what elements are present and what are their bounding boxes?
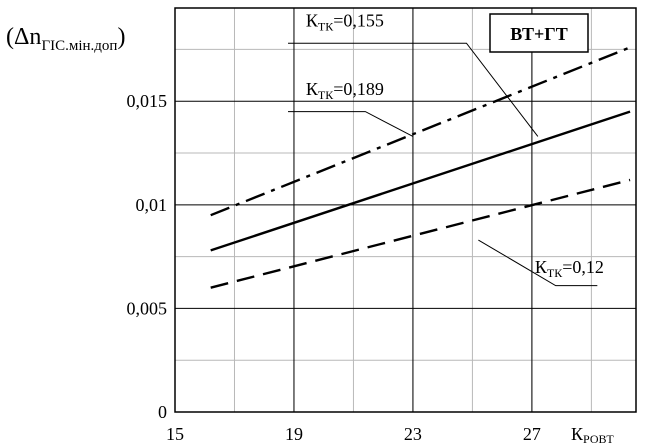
ann-012-leader	[478, 239, 598, 287]
y-tick-label: 0,005	[127, 298, 168, 318]
grid	[174, 8, 637, 413]
series-lines	[210, 46, 631, 289]
x-tick-label: 19	[285, 424, 303, 444]
ann-0155-label: КТК=0,155	[306, 11, 384, 34]
annotations: КТК=0,155 КТК=0,189 КТК=0,12	[288, 11, 604, 287]
x-tick-label: 27	[523, 424, 541, 444]
ann-0189-label: КТК=0,189	[306, 79, 384, 102]
ann-012-label: КТК=0,12	[535, 257, 604, 280]
y-tick-label: 0,015	[127, 91, 168, 111]
legend-box: ВТ+ГТ	[489, 13, 589, 53]
tick-labels: 15 19 23 27 0 0,005 0,01 0,015	[127, 91, 541, 444]
legend-box-label: ВТ+ГТ	[510, 24, 568, 44]
axes	[174, 7, 637, 413]
ann-0155-leader	[288, 42, 539, 137]
plot-frame	[174, 7, 637, 413]
x-axis-label: КРОВТ	[571, 424, 614, 445]
y-tick-label: 0	[158, 402, 167, 422]
x-tick-label: 23	[404, 424, 422, 444]
y-axis-label: (ΔnГІС.мін.доп)	[6, 24, 125, 54]
series-line-ktk-012	[210, 178, 631, 289]
ann-0189-leader	[288, 111, 414, 137]
y-tick-label: 0,01	[136, 195, 168, 215]
x-tick-label: 15	[166, 424, 184, 444]
series-line-ktk-0189	[210, 110, 631, 252]
